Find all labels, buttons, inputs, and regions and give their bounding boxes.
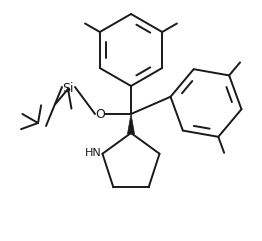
Text: HN: HN [85,148,102,158]
Text: Si: Si [62,82,74,95]
Text: O: O [95,107,105,120]
Polygon shape [128,114,134,134]
